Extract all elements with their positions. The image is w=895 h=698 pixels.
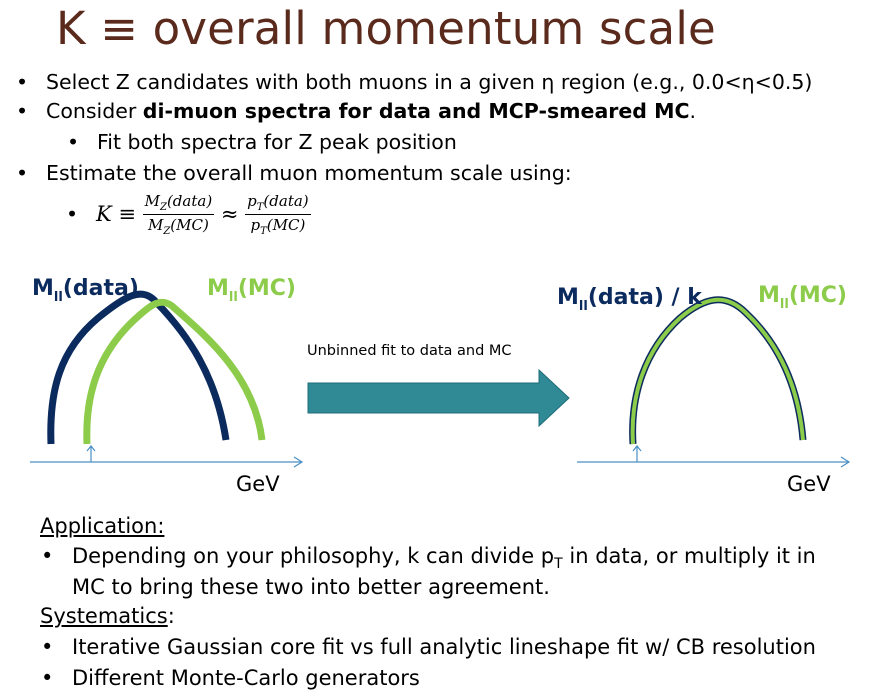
bullet-marker: • [41,666,54,690]
bullet-marker: • [66,202,79,226]
bullet-text: Consider [46,99,143,123]
fraction-pt: pT(data) pT(MC) [245,191,311,237]
systematics-heading: Systematics: [40,604,175,628]
fraction-mass: MZ(data) MZ(MC) [142,191,215,237]
bullet-marker: • [41,544,54,568]
systematics-item: • Different Monte-Carlo generators [41,666,420,690]
right-axis-unit: GeV [787,472,831,496]
right-mc-curve [630,297,805,445]
right-data-label: Mll(data) / k [557,285,702,314]
application-item-cont: MC to bring these two into better agreem… [72,575,550,599]
slide-title: K ≡ overall momentum scale [56,2,716,55]
bullet-marker: • [41,635,54,659]
left-mc-curve [83,298,266,445]
bullet-marker: • [16,70,29,94]
right-data-curve [629,296,807,445]
bullet-select-z: • Select Z candidates with both muons in… [16,70,813,94]
bullet-consider-spectra: • Consider di-muon spectra for data and … [16,99,697,123]
left-tick-arrowhead [86,445,96,452]
bullet-marker: • [67,130,80,154]
bullet-text-end: . [689,99,697,123]
application-item: • Depending on your philosophy, k can di… [41,544,816,573]
systematics-item: • Iterative Gaussian core fit vs full an… [41,635,816,659]
bullet-bold-text: di-muon spectra for data and MCP-smeared… [142,99,690,123]
formula-k: • K ≡ MZ(data) MZ(MC) ≈ pT(data) pT(MC) [66,188,311,240]
right-tick-arrowhead [632,445,642,452]
formula-lhs: K ≡ [96,202,143,226]
right-x-axis-arrowhead [840,456,851,468]
left-x-axis-arrowhead [293,456,304,468]
sub-bullet-fit-spectra: • Fit both spectra for Z peak position [67,130,457,154]
left-data-curve [47,290,230,445]
bullet-text: Estimate the overall muon momentum scale… [46,161,572,185]
right-mc-label: Mll(MC) [758,283,847,312]
fit-arrow [307,368,570,428]
application-heading: Application: [40,514,165,538]
bullet-marker: • [16,161,29,185]
left-axis-unit: GeV [236,472,280,496]
bullet-marker: • [16,99,29,123]
bullet-text: Select Z candidates with both muons in a… [46,70,813,94]
left-mc-label: Mll(MC) [207,276,296,305]
arrow-label: Unbinned fit to data and MC [307,343,512,359]
bullet-text: Fit both spectra for Z peak position [97,130,457,154]
bullet-estimate-scale: • Estimate the overall muon momentum sca… [16,161,572,185]
formula-approx: ≈ [214,202,246,226]
